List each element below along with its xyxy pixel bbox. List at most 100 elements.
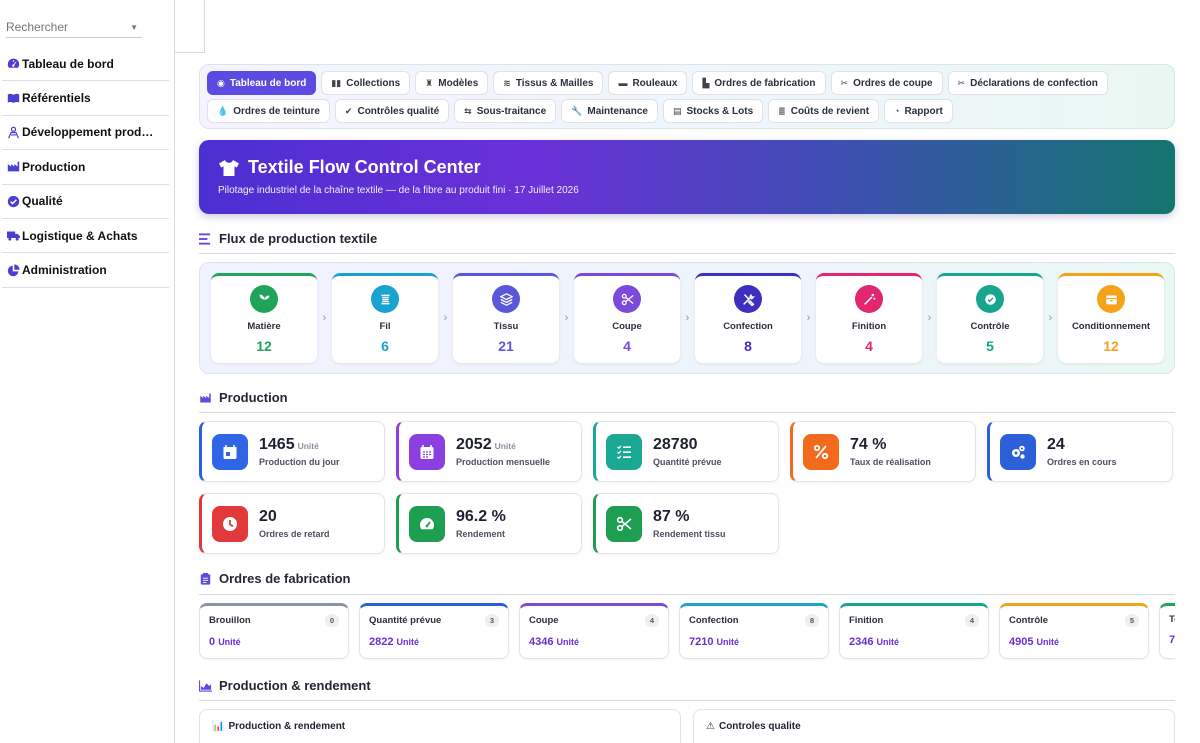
collapse-panel xyxy=(175,0,205,53)
chevron-down-icon[interactable]: ▼ xyxy=(130,23,138,32)
order-status-card[interactable]: Coupe 4 4346 Unité xyxy=(519,603,669,659)
sidebar-item-referentiels[interactable]: Référentiels xyxy=(2,81,169,116)
kpi-card[interactable]: 1465 Unité Production du jour xyxy=(199,421,385,482)
order-status-unit: Unité xyxy=(396,637,420,647)
flow-step[interactable]: Contrôle 5 xyxy=(937,273,1043,363)
gauge-icon xyxy=(409,505,445,542)
chevron-right-icon: › xyxy=(685,312,690,324)
kpi-card[interactable]: 74 % Taux de réalisation xyxy=(790,421,976,482)
chevron-right-icon: › xyxy=(1048,312,1053,324)
order-count-badge: 5 xyxy=(1124,614,1139,627)
flow-step[interactable]: Matière 12 xyxy=(211,273,317,363)
gears-icon xyxy=(1000,433,1036,470)
sidebar-item-label: Logistique & Achats xyxy=(22,228,138,243)
tab-rouleaux[interactable]: ▬ Rouleaux xyxy=(608,71,688,95)
order-status-card[interactable]: Te 7 xyxy=(1159,603,1175,659)
tab-ordres-coupe[interactable]: ✂ Ordres de coupe xyxy=(830,71,943,95)
order-status-card[interactable]: Contrôle 5 4905 Unité xyxy=(999,603,1149,659)
order-status-card[interactable]: Confection 8 7210 Unité xyxy=(679,603,829,659)
order-status-card[interactable]: Brouillon 0 0 Unité xyxy=(199,603,349,659)
flow-step[interactable]: Fil 6 xyxy=(332,273,438,363)
order-status-unit: Unité xyxy=(556,637,580,647)
wand-icon xyxy=(855,285,883,313)
scissors-icon: ✂ xyxy=(840,77,849,88)
order-status-label: Te xyxy=(1169,614,1175,625)
tab-label: Sous-traitance xyxy=(476,105,547,117)
order-status-header: Te xyxy=(1169,614,1175,625)
flow-step-count: 21 xyxy=(498,338,514,354)
kpi-unit: Unité xyxy=(494,441,516,451)
tab-stocks-lots[interactable]: ▤ Stocks & Lots xyxy=(662,99,764,123)
tab-maintenance[interactable]: 🔧 Maintenance xyxy=(561,99,658,123)
sidebar-item-label: Référentiels xyxy=(22,91,91,106)
order-status-unit: Unité xyxy=(876,637,900,647)
order-status-unit: Unité xyxy=(1036,637,1060,647)
scissors-icon xyxy=(606,505,642,542)
sidebar-item-label: Développement prod… xyxy=(22,125,154,140)
tab-ordres-teinture[interactable]: 💧 Ordres de teinture xyxy=(207,99,330,123)
flow-step[interactable]: Conditionnement 12 xyxy=(1058,273,1164,363)
kpi-card[interactable]: 20 Ordres de retard xyxy=(199,493,385,554)
thread-icon xyxy=(371,285,399,313)
handshake-icon: ⇆ xyxy=(464,105,472,116)
order-status-value: 7210 xyxy=(689,636,714,648)
flow-step-label: Finition xyxy=(851,321,887,332)
search-input[interactable] xyxy=(6,16,124,34)
section-ordres: Ordres de fabrication xyxy=(199,571,1175,588)
sidebar-item-tableau-de-bord[interactable]: Tableau de bord xyxy=(2,47,169,82)
bars-icon xyxy=(199,232,213,245)
pie-icon xyxy=(6,263,20,277)
sidebar-item-production[interactable]: Production xyxy=(2,150,169,185)
flow-step[interactable]: Finition 4 xyxy=(816,273,922,363)
gauge-icon: ◉ xyxy=(217,77,225,88)
tab-modeles[interactable]: ♜ Modèles xyxy=(415,71,489,95)
flow-step-label: Tissu xyxy=(493,321,519,332)
sidebar-item-qualite[interactable]: Qualité xyxy=(2,185,169,219)
tab-controles-qualite[interactable]: ✔ Contrôles qualité xyxy=(334,99,450,123)
flow-step[interactable]: Coupe 4 xyxy=(574,273,680,363)
order-status-value-row: 2346 Unité xyxy=(849,636,979,648)
sidebar-item-logistique[interactable]: Logistique & Achats xyxy=(2,219,169,254)
order-status-header: Confection 8 xyxy=(689,614,819,627)
kpi-card[interactable]: 24 Ordres en cours xyxy=(987,421,1173,482)
tab-tableau-de-bord[interactable]: ◉ Tableau de bord xyxy=(207,71,317,95)
shirt-icon xyxy=(219,159,239,176)
chart-card-title: Controles qualite xyxy=(718,721,801,732)
kpi-card[interactable]: 28780 Quantité prévue xyxy=(593,421,779,482)
hero-title-row: Textile Flow Control Center xyxy=(218,157,1156,178)
kpi-card[interactable]: 87 % Rendement tissu xyxy=(593,493,779,554)
order-status-value: 4905 xyxy=(1009,636,1034,648)
tab-sous-traitance[interactable]: ⇆ Sous-traitance xyxy=(454,99,557,123)
kpi-value: 87 % xyxy=(653,508,690,525)
kpi-card[interactable]: 96.2 % Rendement xyxy=(396,493,582,554)
section-title-text: Flux de production textile xyxy=(219,231,378,246)
chevron-right-icon: › xyxy=(564,312,569,324)
tab-declarations-confection[interactable]: ✂ Déclarations de confection xyxy=(947,71,1108,95)
order-status-header: Finition 4 xyxy=(849,614,979,627)
section-flux: Flux de production textile xyxy=(199,231,1175,254)
check-icon xyxy=(976,285,1004,313)
order-status-card[interactable]: Finition 4 2346 Unité xyxy=(839,603,989,659)
order-status-card[interactable]: Quantité prévue 3 2822 Unité xyxy=(359,603,509,659)
search-select[interactable]: ▼ xyxy=(6,16,142,38)
flow-step[interactable]: Tissu 21 xyxy=(453,273,559,363)
flow-step-label: Coupe xyxy=(612,321,642,332)
tab-couts-revient[interactable]: ≣ Coûts de revient xyxy=(768,99,880,123)
check-circle-icon xyxy=(6,194,20,208)
tab-rapport[interactable]: ◔ Rapport xyxy=(884,99,953,123)
sidebar-item-administration[interactable]: Administration xyxy=(2,253,169,288)
chart-cards: 📊 Production & rendement ⚠ Controles quali… xyxy=(199,709,1175,743)
tab-ordres-fabrication[interactable]: ▙ Ordres de fabrication xyxy=(692,71,826,95)
tab-collections[interactable]: ▮▮ Collections xyxy=(321,71,411,95)
orders-carousel[interactable]: Brouillon 0 0 Unité Quantité prévue 3 2822 Un… xyxy=(199,603,1175,661)
flow-step-label: Conditionnement xyxy=(1071,321,1151,332)
tab-tissus-mailles[interactable]: ≋ Tissus & Mailles xyxy=(493,71,604,95)
flow-step[interactable]: Confection 8 xyxy=(695,273,801,363)
chevron-right-icon: › xyxy=(322,312,327,324)
factory-icon xyxy=(6,160,20,174)
sidebar-item-developpement-produit[interactable]: Développement prod… xyxy=(2,116,169,151)
truck-icon xyxy=(6,229,20,243)
kpi-card[interactable]: 2052 Unité Production mensuelle xyxy=(396,421,582,482)
order-status-value-row: 7210 Unité xyxy=(689,636,819,648)
tab-label: Collections xyxy=(346,77,401,89)
